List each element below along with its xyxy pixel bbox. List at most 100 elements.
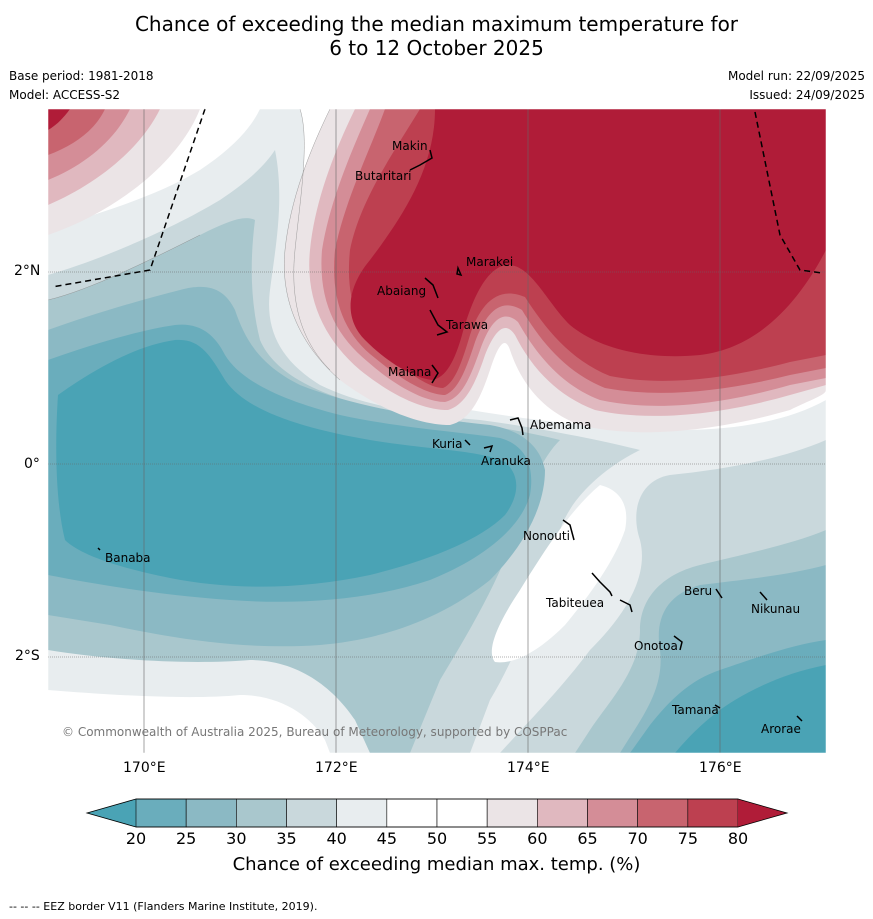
- colorbar-cell: [336, 798, 388, 828]
- place-aranuka: Aranuka: [481, 454, 531, 468]
- eez-east: [754, 111, 823, 274]
- model-name: Model: ACCESS-S2: [9, 88, 121, 102]
- colorbar-cell: [587, 798, 638, 828]
- colorbar-cell: [436, 798, 488, 828]
- colorbar-tick-label: 45: [376, 829, 397, 848]
- colorbar-cells: [135, 798, 739, 828]
- colorbar-tick-label: 65: [577, 829, 598, 848]
- lat-label-0: 0°: [24, 456, 40, 472]
- island-arorae: [796, 715, 803, 722]
- contour-lines: [48, 109, 341, 381]
- model-run: Model run: 22/09/2025: [727, 69, 865, 83]
- colorbar-tick-label: 55: [476, 829, 498, 848]
- map-frame: [47, 108, 827, 754]
- lon-label-172: 172°E: [315, 760, 358, 776]
- contour-nw-75: [48, 109, 105, 155]
- colorbar-cell: [537, 798, 588, 828]
- colorbar-cell: [386, 798, 438, 828]
- colorbar-tick-label: 25: [175, 829, 197, 848]
- base-period: Base period: 1981-2018: [9, 69, 154, 83]
- place-nikunau: Nikunau: [751, 602, 801, 616]
- colorbar-tick-label: 80: [727, 829, 749, 848]
- contour-se-20: [675, 665, 826, 753]
- place-butaritari: Butaritari: [355, 169, 412, 183]
- island-banaba: [97, 547, 101, 551]
- colorbar-title: Chance of exceeding median max. temp. (%…: [232, 854, 641, 875]
- place-arorae: Arorae: [761, 722, 801, 736]
- title-line-1: Chance of exceeding the median maximum t…: [134, 12, 739, 36]
- island-butaritari: [409, 149, 433, 171]
- colorbar-cell: [637, 798, 689, 828]
- lon-label-174: 174°E: [507, 760, 550, 776]
- lon-label-176: 176°E: [699, 760, 742, 776]
- island-abaiang: [424, 277, 439, 299]
- title-line-2: 6 to 12 October 2025: [329, 36, 544, 60]
- colorbar-high-arrow: [738, 799, 787, 827]
- colorbar-tick-label: 35: [276, 829, 297, 848]
- place-abemama: Abemama: [530, 418, 592, 432]
- contour-line-3: [48, 234, 201, 301]
- island-maiana: [431, 364, 439, 384]
- place-abaiang: Abaiang: [377, 284, 427, 298]
- colorbar-cell: [687, 798, 739, 828]
- place-tamana: Tamana: [672, 703, 719, 717]
- eez-border: [51, 108, 823, 288]
- island-tarawa: [429, 309, 449, 336]
- place-banaba: Banaba: [105, 551, 151, 565]
- place-marakei: Marakei: [466, 255, 514, 269]
- island-marakei: [456, 265, 463, 277]
- contour-45-55-channel: [491, 485, 627, 663]
- colorbar-cell: [286, 798, 337, 828]
- colorbar-tick-label: 30: [226, 829, 247, 848]
- colorbar-tick-label: 20: [125, 829, 147, 848]
- island-abemama: [509, 417, 524, 436]
- contour-field: [48, 109, 826, 753]
- colorbar-low-arrow: [87, 799, 136, 827]
- contour-line-2: [284, 109, 341, 381]
- colorbar-tick-label: 70: [627, 829, 648, 848]
- contour-below-20: [56, 339, 517, 587]
- place-nonouti: Nonouti: [523, 529, 570, 543]
- colorbar: [85, 798, 789, 828]
- colorbar-tick-label: 40: [326, 829, 347, 848]
- place-maiana: Maiana: [388, 365, 432, 379]
- contour-above-80: [350, 109, 826, 380]
- island-tamana: [714, 704, 721, 709]
- island-nikunau: [759, 591, 768, 601]
- island-beru: [715, 588, 723, 599]
- issued-date: Issued: 24/09/2025: [749, 88, 865, 102]
- colorbar-cell: [185, 798, 237, 828]
- place-makin: Makin: [392, 139, 428, 153]
- contour-line-1: [293, 109, 331, 371]
- colorbar-tick-label: 60: [527, 829, 548, 848]
- island-aranuka: [483, 444, 494, 453]
- lon-label-170: 170°E: [123, 760, 166, 776]
- place-tabiteuea: Tabiteuea: [546, 596, 605, 610]
- eez-west: [51, 108, 206, 288]
- copyright-notice: © Commonwealth of Australia 2025, Bureau…: [62, 725, 568, 739]
- island-kuria: [464, 439, 471, 446]
- colorbar-outline: [85, 798, 789, 828]
- island-tabiteuea-south: [619, 599, 633, 613]
- place-kuria: Kuria: [432, 437, 463, 451]
- contour-nw-80: [48, 109, 70, 130]
- contour-sw-50: [48, 690, 330, 753]
- island-onotoa: [673, 635, 683, 651]
- islands: [97, 149, 803, 722]
- place-beru: Beru: [684, 584, 713, 598]
- island-nonouti: [562, 519, 575, 541]
- eez-footer-note: -- -- -- EEZ border V11 (Flanders Marine…: [9, 900, 318, 913]
- place-tarawa: Tarawa: [446, 318, 489, 332]
- colorbar-tick-label: 50: [426, 829, 448, 848]
- chart-title: Chance of exceeding the median maximum t…: [0, 12, 873, 60]
- island-tabiteuea-north: [591, 572, 613, 597]
- colorbar-cell: [236, 798, 287, 828]
- place-onotoa: Onotoa: [634, 639, 678, 653]
- colorbar-cell: [135, 798, 187, 828]
- lat-label-2s: 2°S: [15, 648, 40, 664]
- lat-label-2n: 2°N: [14, 263, 41, 279]
- graticule: [48, 109, 826, 753]
- colorbar-cell: [486, 798, 538, 828]
- colorbar-tick-label: 75: [677, 829, 698, 848]
